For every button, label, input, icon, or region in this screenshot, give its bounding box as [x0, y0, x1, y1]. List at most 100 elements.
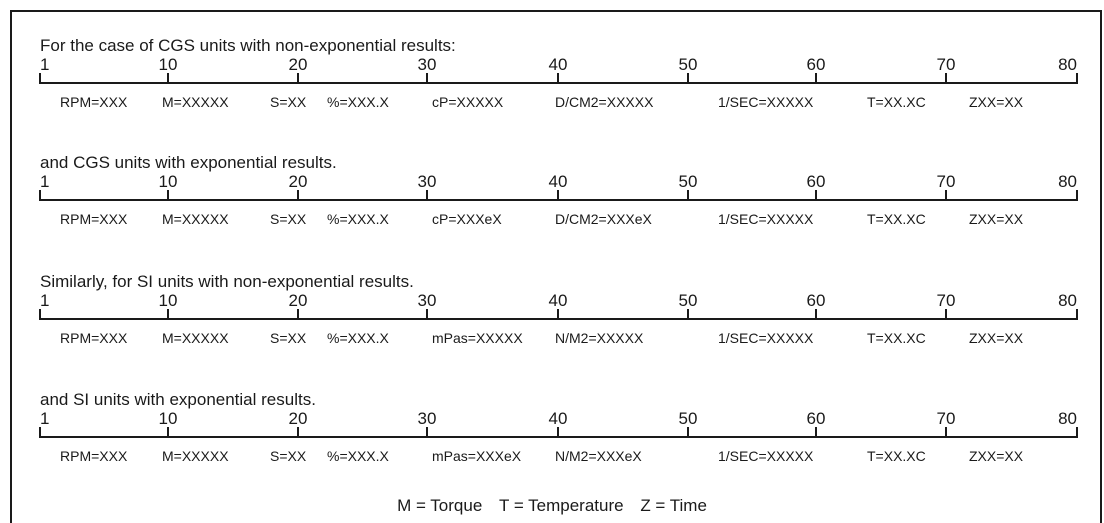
output-field: ZXX=XX	[969, 211, 1024, 227]
ruler-tick	[39, 309, 41, 320]
ruler-label: 20	[288, 172, 308, 191]
ruler-label: 40	[548, 409, 568, 428]
ruler-label: 80	[1058, 409, 1077, 428]
output-field: cP=XXXeX	[432, 211, 502, 227]
output-field: 1/SEC=XXXXX	[718, 94, 814, 110]
output-field: S=XX	[270, 211, 307, 227]
format-section: and SI units with exponential results. 1 1…	[0, 390, 1104, 490]
ruler-tick	[39, 427, 41, 438]
document-frame	[10, 10, 1102, 523]
ruler-tick	[1076, 309, 1078, 320]
ruler-tick	[687, 73, 689, 84]
ruler-tick	[297, 190, 299, 201]
output-field: T=XX.XC	[867, 448, 926, 464]
section-heading: Similarly, for SI units with non-exponen…	[40, 272, 414, 291]
ruler-label: 70	[936, 172, 956, 191]
ruler-label: 60	[806, 409, 826, 428]
output-field: mPas=XXXeX	[432, 448, 522, 464]
ruler-tick	[1076, 190, 1078, 201]
ruler-tick	[39, 73, 41, 84]
ruler-tick	[297, 309, 299, 320]
legend-time: Z = Time	[640, 496, 707, 515]
ruler-label: 70	[936, 55, 956, 74]
output-field: 1/SEC=XXXXX	[718, 211, 814, 227]
output-field: N/M2=XXXeX	[555, 448, 642, 464]
output-field: RPM=XXX	[60, 94, 128, 110]
column-ruler: 1 10 20 30 40 50 60 70 80	[0, 55, 1104, 87]
ruler-tick	[167, 427, 169, 438]
ruler-label: 40	[548, 55, 568, 74]
format-section: and CGS units with exponential results. 1…	[0, 153, 1104, 253]
ruler-label: 40	[548, 291, 568, 310]
ruler-label: 10	[158, 291, 178, 310]
ruler-label: 30	[417, 409, 437, 428]
ruler-tick	[426, 427, 428, 438]
output-field: %=XXX.X	[327, 448, 389, 464]
ruler-label: 10	[158, 55, 178, 74]
output-field: S=XX	[270, 448, 307, 464]
output-field: S=XX	[270, 94, 307, 110]
output-field: RPM=XXX	[60, 211, 128, 227]
ruler-tick	[426, 73, 428, 84]
section-heading: and SI units with exponential results.	[40, 390, 316, 409]
abbreviation-legend: M = Torque T = Temperature Z = Time	[0, 494, 1104, 518]
ruler-label: 20	[288, 291, 308, 310]
output-field: 1/SEC=XXXXX	[718, 448, 814, 464]
ruler-label: 60	[806, 55, 826, 74]
ruler-label: 50	[678, 172, 698, 191]
ruler-label: 30	[417, 55, 437, 74]
column-ruler: 1 10 20 30 40 50 60 70 80	[0, 172, 1104, 204]
ruler-line	[40, 82, 1077, 84]
output-field: %=XXX.X	[327, 211, 389, 227]
ruler-label: 70	[936, 291, 956, 310]
column-ruler: 1 10 20 30 40 50 60 70 80	[0, 409, 1104, 441]
ruler-tick	[426, 309, 428, 320]
output-field: T=XX.XC	[867, 330, 926, 346]
ruler-label: 20	[288, 409, 308, 428]
ruler-label: 1	[40, 55, 50, 74]
output-field: D/CM2=XXXeX	[555, 211, 652, 227]
ruler-line	[40, 318, 1077, 320]
ruler-line	[40, 199, 1077, 201]
ruler-tick	[557, 73, 559, 84]
ruler-label: 80	[1058, 291, 1077, 310]
output-field: N/M2=XXXXX	[555, 330, 644, 346]
ruler-label: 20	[288, 55, 308, 74]
output-field: M=XXXXX	[162, 448, 229, 464]
legend-torque: M = Torque	[397, 496, 483, 515]
ruler-label: 50	[678, 409, 698, 428]
ruler-tick	[815, 73, 817, 84]
ruler-tick	[945, 73, 947, 84]
output-field: T=XX.XC	[867, 94, 926, 110]
ruler-tick	[167, 190, 169, 201]
ruler-label: 30	[417, 291, 437, 310]
field-row: RPM=XXX M=XXXXX S=XX %=XXX.X cP=XXXXX D/CM2=X…	[0, 93, 1104, 113]
output-field: RPM=XXX	[60, 448, 128, 464]
ruler-tick	[167, 309, 169, 320]
output-field: M=XXXXX	[162, 211, 229, 227]
legend-temperature: T = Temperature	[499, 496, 624, 515]
field-row: RPM=XXX M=XXXXX S=XX %=XXX.X cP=XXXeX D/CM2=X…	[0, 210, 1104, 230]
output-field: ZXX=XX	[969, 94, 1024, 110]
ruler-label: 80	[1058, 55, 1077, 74]
ruler-tick	[945, 427, 947, 438]
output-field: mPas=XXXXX	[432, 330, 523, 346]
ruler-label: 80	[1058, 172, 1077, 191]
ruler-tick	[687, 190, 689, 201]
field-row: RPM=XXX M=XXXXX S=XX %=XXX.X mPas=XXXXX N/M2=…	[0, 329, 1104, 349]
ruler-tick	[1076, 427, 1078, 438]
format-section: For the case of CGS units with non-expon…	[0, 36, 1104, 136]
ruler-tick	[167, 73, 169, 84]
ruler-label: 1	[40, 409, 50, 428]
ruler-label: 40	[548, 172, 568, 191]
output-field: ZXX=XX	[969, 448, 1024, 464]
output-field: %=XXX.X	[327, 330, 389, 346]
ruler-label: 50	[678, 55, 698, 74]
output-field: 1/SEC=XXXXX	[718, 330, 814, 346]
ruler-line	[40, 436, 1077, 438]
ruler-tick	[945, 309, 947, 320]
ruler-label: 1	[40, 291, 50, 310]
ruler-tick	[815, 190, 817, 201]
section-heading: and CGS units with exponential results.	[40, 153, 337, 172]
output-field: T=XX.XC	[867, 211, 926, 227]
